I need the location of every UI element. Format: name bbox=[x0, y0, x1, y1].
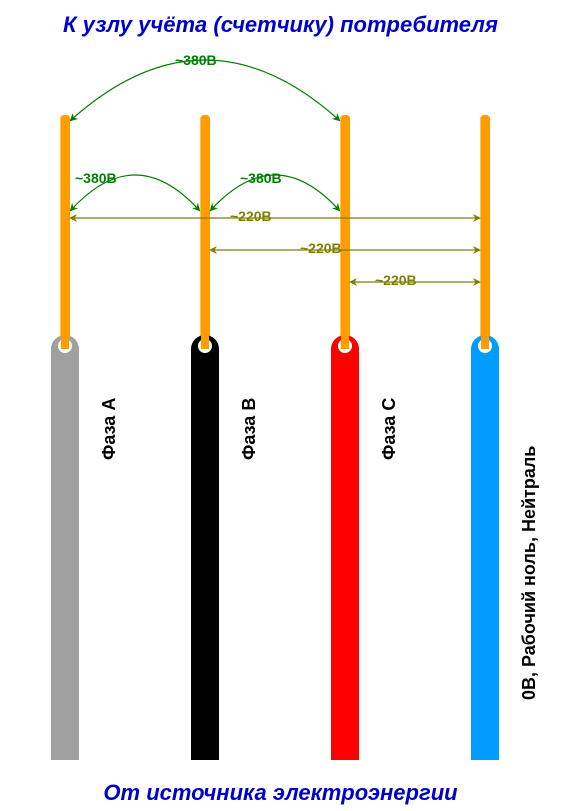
wire-label-phase-c: Фаза C bbox=[379, 398, 400, 460]
curve-380-0-left bbox=[71, 60, 205, 120]
voltage-label-v380_top: ~380В bbox=[175, 52, 217, 68]
voltage-label-v380_r: ~380В bbox=[240, 170, 282, 186]
conductor-top-neutral bbox=[481, 115, 489, 349]
curve-380-0-right bbox=[205, 60, 339, 120]
voltage-label-v380_l: ~380В bbox=[75, 170, 117, 186]
voltage-label-v220_2: ~220В bbox=[300, 240, 342, 256]
conductor-top-phase-c bbox=[341, 115, 349, 349]
wire-label-neutral: 0В, Рабочий ноль, Нейтраль bbox=[519, 446, 540, 700]
insulation-phase-b bbox=[191, 335, 219, 760]
wire-label-phase-a: Фаза A bbox=[99, 398, 120, 460]
insulation-phase-a bbox=[51, 335, 79, 760]
wire-label-phase-b: Фаза B bbox=[239, 398, 260, 460]
voltage-label-v220_1: ~220В bbox=[230, 208, 272, 224]
title-top: К узлу учёта (счетчику) потребителя bbox=[0, 12, 561, 38]
conductor-top-phase-b bbox=[201, 115, 209, 349]
voltage-label-v220_3: ~220В bbox=[375, 272, 417, 288]
curve-380-1-right bbox=[135, 175, 199, 210]
curve-380-2-right bbox=[275, 175, 339, 210]
insulation-neutral bbox=[471, 335, 499, 760]
conductor-top-phase-a bbox=[61, 115, 69, 349]
insulation-phase-c bbox=[331, 335, 359, 760]
title-bottom: От источника электроэнергии bbox=[0, 780, 561, 806]
